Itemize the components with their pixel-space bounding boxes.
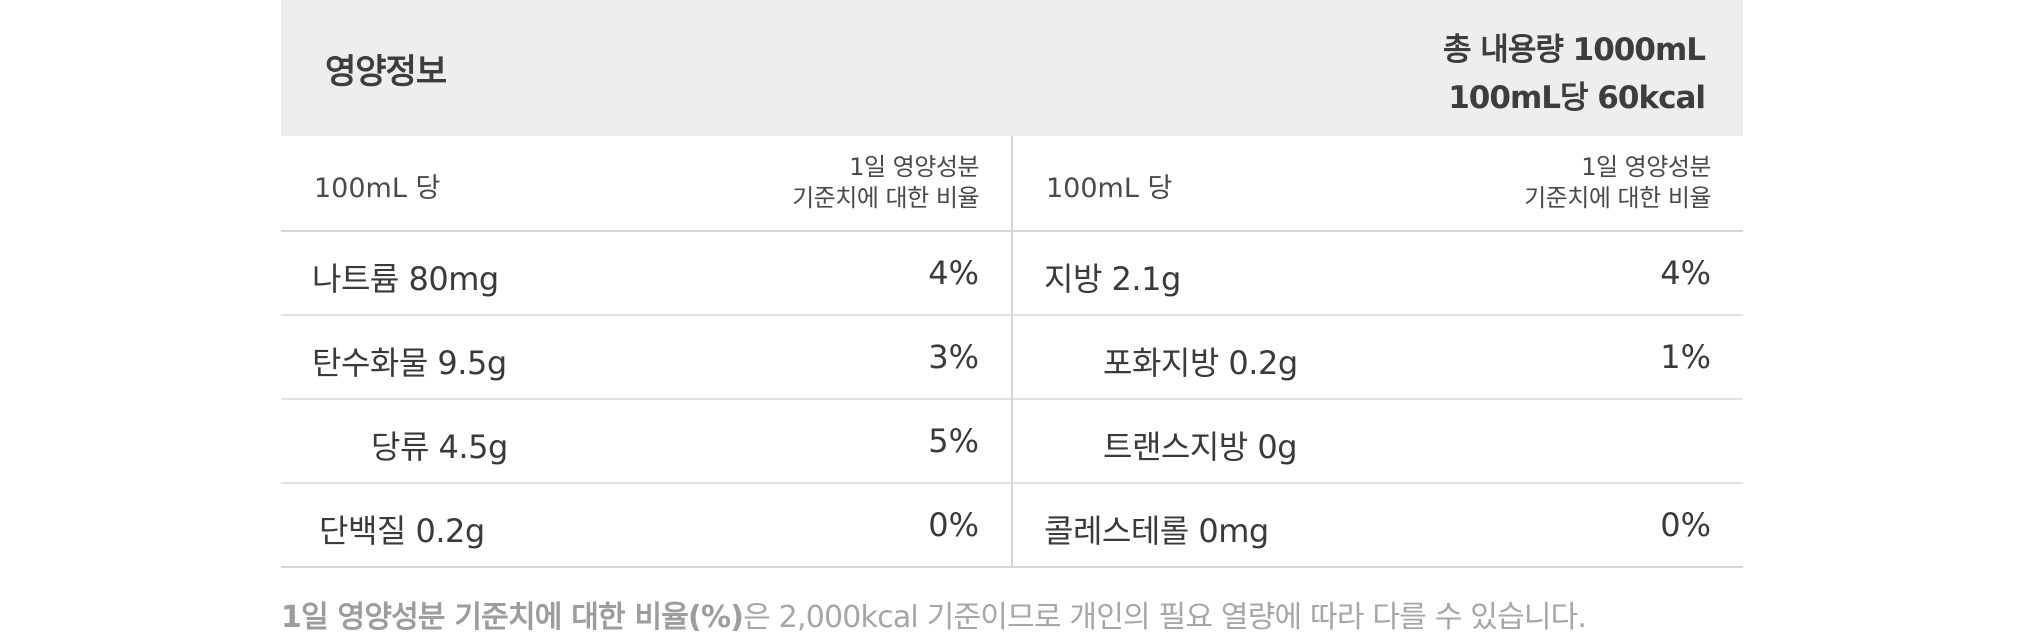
per-serving-label: 100mL 당: [1046, 173, 1173, 204]
nutrition-column-right: 100mL 당 1일 영양성분 기준치에 대한 비율 지방 2.1g 4% 포화…: [1013, 136, 1743, 568]
nutrient-label: 탄수화물 9.5g: [312, 344, 507, 382]
daily-value-label-line1: 1일 영양성분: [1581, 153, 1711, 181]
nutrient-row-fat: 지방 2.1g 4%: [1013, 232, 1743, 316]
nutrient-label: 트랜스지방 0g: [1103, 428, 1298, 466]
nutrition-header: 영양정보 총 내용량 1000mL 100mL당 60kcal: [281, 0, 1743, 136]
total-volume: 총 내용량 1000mL: [1443, 32, 1706, 68]
nutrient-percent: 4%: [928, 254, 979, 292]
nutrient-percent: 0%: [1660, 506, 1711, 544]
nutrition-title: 영양정보: [325, 52, 447, 92]
column-divider: [1011, 136, 1013, 568]
nutrient-label: 포화지방 0.2g: [1103, 344, 1298, 382]
daily-value-label-line1: 1일 영양성분: [849, 153, 979, 181]
nutrient-label: 당류 4.5g: [371, 428, 508, 466]
nutrition-table: 100mL 당 1일 영양성분 기준치에 대한 비율 나트륨 80mg 4% 탄…: [281, 136, 1743, 568]
daily-value-label: 1일 영양성분 기준치에 대한 비율: [1524, 152, 1711, 214]
nutrient-percent: 5%: [928, 422, 979, 460]
serving-info: 총 내용량 1000mL 100mL당 60kcal: [1443, 26, 1706, 122]
daily-value-label: 1일 영양성분 기준치에 대한 비율: [792, 152, 979, 214]
per-serving-label: 100mL 당: [314, 173, 441, 204]
nutrient-row-carbohydrate: 탄수화물 9.5g 3%: [281, 316, 1011, 400]
nutrient-label: 나트륨 80mg: [312, 260, 499, 298]
nutrient-percent: 1%: [1660, 338, 1711, 376]
nutrient-percent: 3%: [928, 338, 979, 376]
nutrient-row-trans-fat: 트랜스지방 0g: [1013, 400, 1743, 484]
nutrient-percent: 0%: [928, 506, 979, 544]
nutrient-label: 지방 2.1g: [1044, 260, 1181, 298]
nutrient-label: 콜레스테롤 0mg: [1044, 512, 1269, 550]
footnote-emphasis: 1일 영양성분 기준치에 대한 비율(%): [281, 600, 744, 635]
nutrient-row-saturated-fat: 포화지방 0.2g 1%: [1013, 316, 1743, 400]
footnote-text: 은 2,000kcal 기준이므로 개인의 필요 열량에 따라 다를 수 있습니…: [743, 600, 1587, 635]
nutrient-row-sugars: 당류 4.5g 5%: [281, 400, 1011, 484]
calories-per-100ml: 100mL당 60kcal: [1448, 80, 1706, 116]
nutrition-column-left: 100mL 당 1일 영양성분 기준치에 대한 비율 나트륨 80mg 4% 탄…: [281, 136, 1011, 568]
daily-value-label-line2: 기준치에 대한 비율: [1524, 184, 1711, 212]
nutrient-label: 단백질 0.2g: [319, 512, 485, 550]
nutrition-facts-panel: 영양정보 총 내용량 1000mL 100mL당 60kcal 100mL 당 …: [281, 0, 1743, 568]
nutrient-row-sodium: 나트륨 80mg 4%: [281, 232, 1011, 316]
daily-value-label-line2: 기준치에 대한 비율: [792, 184, 979, 212]
column-subheader: 100mL 당 1일 영양성분 기준치에 대한 비율: [1013, 136, 1743, 232]
nutrient-row-cholesterol: 콜레스테롤 0mg 0%: [1013, 484, 1743, 568]
daily-value-footnote: 1일 영양성분 기준치에 대한 비율(%)은 2,000kcal 기준이므로 개…: [281, 592, 1587, 636]
nutrient-percent: 4%: [1660, 254, 1711, 292]
nutrient-row-protein: 단백질 0.2g 0%: [281, 484, 1011, 568]
column-subheader: 100mL 당 1일 영양성분 기준치에 대한 비율: [281, 136, 1011, 232]
